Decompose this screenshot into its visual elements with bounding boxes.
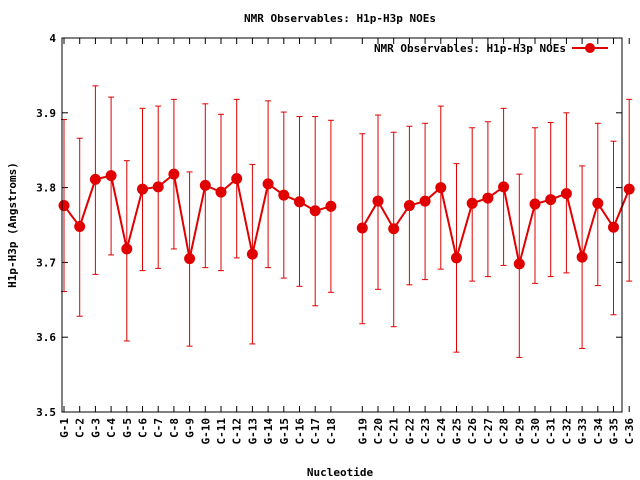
data-point	[372, 195, 384, 207]
y-axis: 3.5 3.6 3.7 3.8 3.9 4	[36, 32, 622, 419]
x-tick-label: C-36	[623, 418, 636, 445]
x-tick-label: G-15	[278, 418, 291, 445]
data-point	[623, 183, 635, 195]
data-point	[576, 251, 588, 263]
x-tick-label: C-16	[294, 418, 307, 445]
y-tick-label: 3.5	[36, 406, 56, 419]
data-point	[608, 221, 619, 233]
data-point	[435, 182, 447, 194]
x-tick-label: C-6	[137, 418, 150, 438]
x-tick-label: C-30	[529, 418, 542, 445]
data-point	[246, 248, 258, 260]
x-tick-label: G-3	[89, 418, 102, 438]
data-point	[309, 205, 321, 217]
chart-title: NMR Observables: H1p-H3p NOEs	[244, 12, 436, 25]
x-tick-label: C-31	[545, 418, 558, 445]
y-axis-label: H1p-H3p (Angstroms)	[6, 162, 19, 288]
x-tick-label: C-32	[560, 418, 573, 445]
data-point	[74, 220, 86, 232]
data-point	[294, 196, 305, 208]
data-point	[215, 186, 227, 198]
x-tick-label: C-21	[388, 418, 401, 445]
y-tick-label: 3.8	[36, 182, 56, 195]
x-tick-label: C-18	[325, 418, 338, 445]
y-tick-label: 4	[49, 32, 56, 45]
data-point	[168, 168, 180, 180]
data-point	[545, 194, 557, 206]
x-tick-label: C-12	[231, 418, 244, 445]
x-tick-label: G-25	[451, 418, 464, 445]
legend-marker	[585, 43, 595, 53]
data-point	[199, 179, 211, 191]
x-tick-label: C-17	[309, 418, 322, 445]
x-tick-label: G-19	[356, 418, 369, 445]
x-tick-label: G-22	[403, 418, 416, 445]
x-tick-label: C-4	[105, 418, 118, 438]
data-point	[419, 195, 431, 207]
data-point	[513, 258, 525, 270]
data-point	[498, 181, 510, 193]
data-point	[231, 173, 243, 185]
y-tick-label: 3.6	[36, 331, 56, 344]
x-axis-label: Nucleotide	[307, 466, 374, 479]
data-point	[184, 253, 196, 265]
plot-area	[58, 85, 635, 358]
legend: NMR Observables: H1p-H3p NOEs	[374, 42, 608, 55]
x-tick-label: C-26	[466, 418, 479, 445]
x-tick-label: G-35	[608, 418, 621, 445]
data-point	[529, 198, 541, 210]
x-tick-label: C-27	[482, 418, 495, 445]
x-tick-label: C-28	[498, 418, 511, 445]
x-tick-label: G-13	[246, 418, 259, 445]
x-tick-label: G-9	[184, 418, 197, 438]
x-tick-label: C-8	[168, 418, 181, 438]
series-line	[361, 185, 631, 265]
data-point	[152, 181, 164, 193]
data-point	[403, 200, 415, 212]
data-point	[560, 188, 572, 200]
x-tick-label: G-5	[121, 418, 134, 438]
plot-frame	[61, 37, 623, 413]
data-point	[451, 252, 462, 264]
data-point	[105, 170, 117, 182]
data-point	[325, 200, 337, 212]
x-tick-label: C-34	[592, 418, 605, 445]
data-point	[137, 183, 148, 195]
y-tick-label: 3.7	[36, 256, 56, 269]
data-point	[278, 189, 290, 201]
data-point	[262, 178, 274, 190]
x-tick-label: C-24	[435, 418, 448, 445]
data-point	[356, 222, 368, 234]
series-line	[63, 172, 332, 259]
x-tick-label: G-33	[576, 418, 589, 445]
data-point	[482, 192, 494, 204]
data-point	[388, 223, 400, 235]
x-tick-label: C-2	[74, 418, 87, 438]
x-tick-label: G-1	[58, 418, 71, 438]
x-axis: G-1 C-2 G-3 C-4 G-5 C-6 C-7 C-8 G-9 G-10 C-11 C-12 G…	[58, 38, 636, 445]
x-tick-label: C-20	[372, 418, 385, 445]
x-tick-label: G-10	[199, 418, 212, 445]
data-point	[466, 197, 478, 209]
y-tick-label: 3.9	[36, 107, 56, 120]
data-point	[89, 173, 101, 185]
x-tick-label: C-11	[215, 418, 228, 445]
x-tick-label: G-29	[513, 418, 526, 445]
x-tick-label: G-14	[262, 418, 275, 445]
data-point	[592, 197, 604, 209]
x-tick-label: C-23	[419, 418, 432, 445]
data-point	[58, 200, 70, 212]
legend-label: NMR Observables: H1p-H3p NOEs	[374, 42, 566, 55]
x-tick-label: C-7	[152, 418, 165, 438]
data-point	[121, 243, 133, 255]
